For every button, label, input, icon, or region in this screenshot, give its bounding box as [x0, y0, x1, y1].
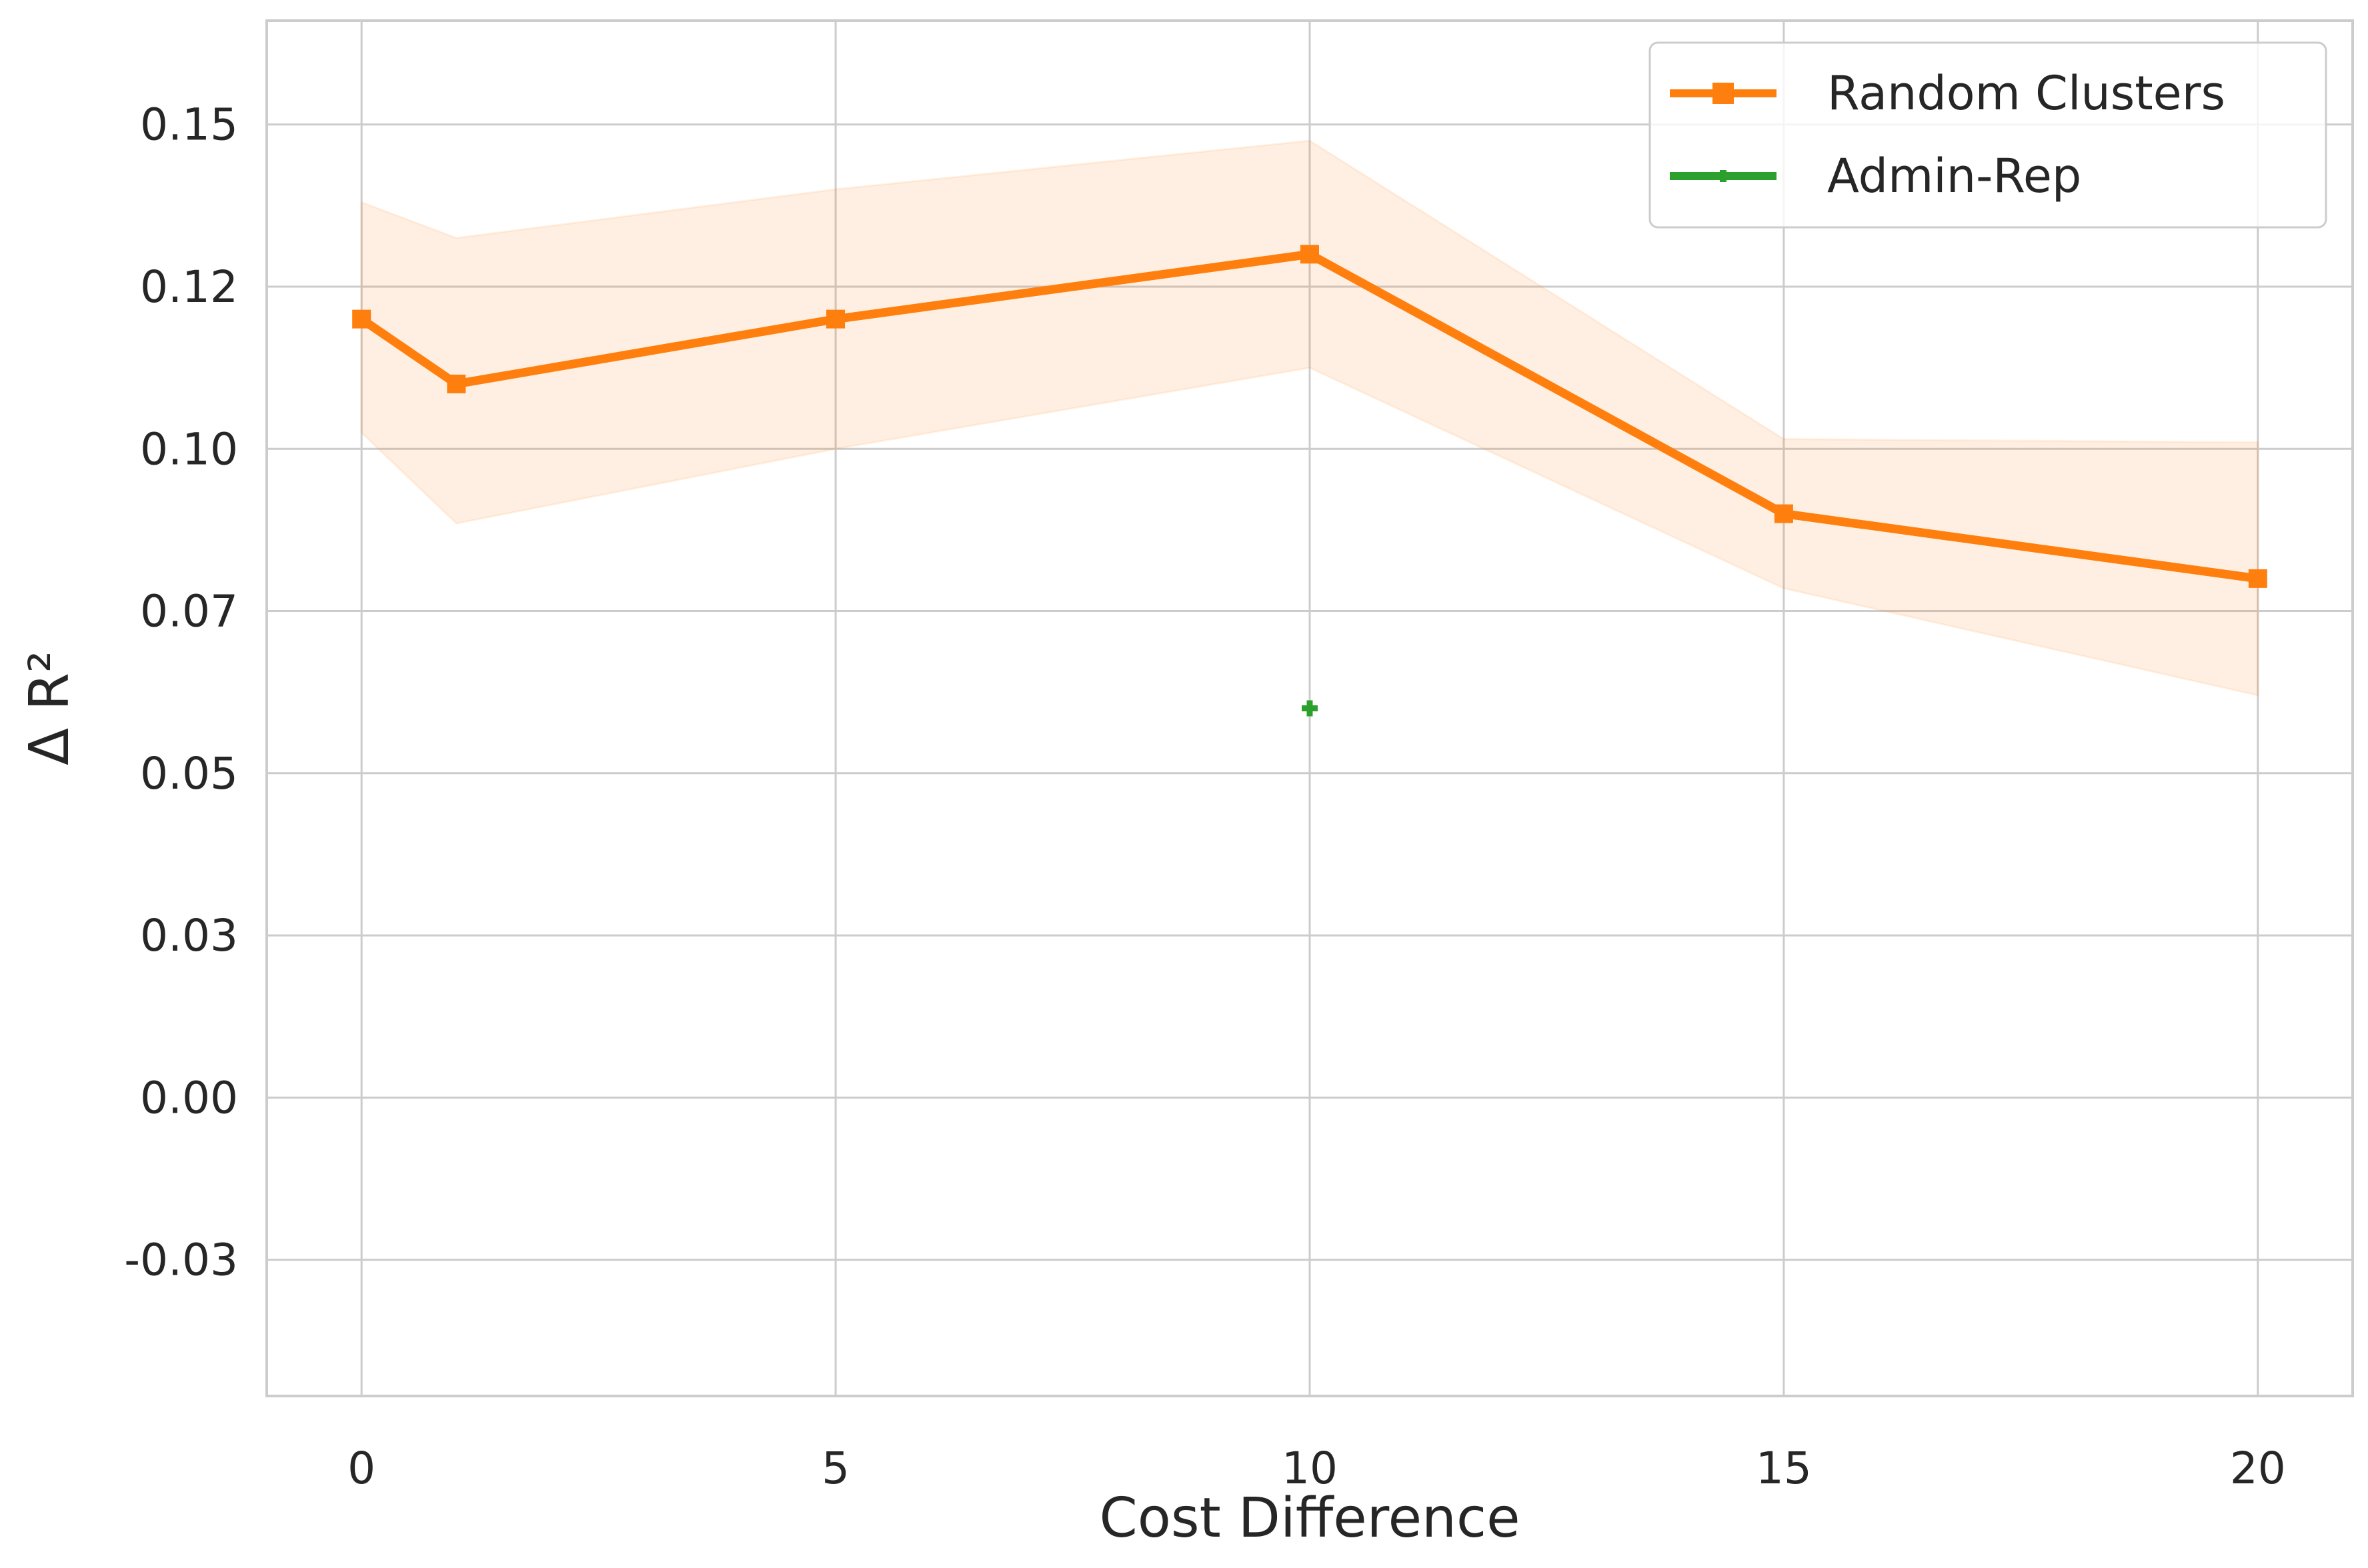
legend-marker-admin-rep: [1717, 170, 1729, 182]
series-lines: [359, 249, 2259, 583]
y-tick-label: 0.00: [140, 1072, 238, 1123]
data-point-admin-rep: [1302, 700, 1318, 717]
y-tick-label: -0.03: [124, 1235, 238, 1286]
data-markers: [352, 245, 2267, 717]
legend-label-admin-rep: Admin-Rep: [1827, 149, 2081, 203]
y-tick-label: 0.07: [140, 586, 238, 637]
y-tick-label: 0.03: [140, 910, 238, 961]
legend-marker-random-clusters: [1712, 83, 1734, 104]
confidence-bands: [360, 139, 2259, 697]
x-tick-label: 5: [822, 1443, 850, 1494]
y-tick-label: 0.12: [140, 261, 238, 313]
data-point-random-clusters: [2248, 569, 2267, 588]
y-tick-label: 0.05: [140, 748, 238, 799]
x-tick-label: 10: [1282, 1443, 1338, 1494]
x-tick-label: 20: [2230, 1443, 2286, 1494]
plot-frame: [265, 19, 2354, 1397]
confidence-band-random-clusters: [360, 139, 2259, 697]
x-tick-label: 15: [1756, 1443, 1812, 1494]
x-tick-labels: 0 5 10 15 20: [347, 1443, 2286, 1494]
legend: Random Clusters Admin-Rep: [1648, 41, 2327, 229]
data-point-random-clusters: [447, 374, 466, 393]
data-point-random-clusters: [1774, 504, 1793, 523]
data-point-random-clusters: [826, 309, 846, 329]
y-axis-label: Δ R²: [18, 651, 81, 765]
series-line-random-clusters: [359, 249, 2259, 583]
x-tick-label: 0: [347, 1443, 375, 1494]
y-tick-label: 0.15: [140, 99, 238, 151]
y-tick-label: 0.10: [140, 423, 238, 475]
data-point-random-clusters: [1300, 245, 1319, 264]
data-point-random-clusters: [352, 309, 371, 329]
legend-label-random-clusters: Random Clusters: [1827, 66, 2225, 121]
legend-frame: [1648, 41, 2327, 229]
y-tick-labels: -0.03 0.00 0.03 0.05 0.07 0.10 0.12 0.15: [124, 99, 238, 1286]
x-axis-label: Cost Difference: [1099, 1487, 1520, 1550]
